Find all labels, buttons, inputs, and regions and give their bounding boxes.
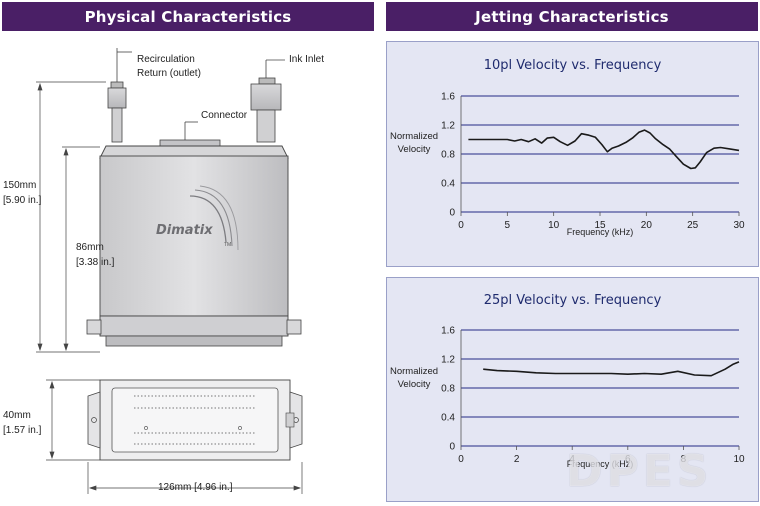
ink-inlet-fitting [250,59,285,143]
dim-150mm-label: 150mm [3,180,37,191]
x-tick-label: 4 [569,454,575,465]
x-axis-label: Frequency (kHz) [567,227,634,237]
dimension-150mm [36,81,106,353]
x-tick-label: 5 [505,220,511,231]
dim-150mm-inch-label: [5.90 in.] [3,195,42,206]
x-tick-label: 10 [733,454,745,465]
y-tick-label: 1.2 [441,355,455,366]
x-tick-label: 20 [641,220,653,231]
connector-label: Connector [201,110,248,121]
velocity-series-line [483,361,740,377]
jetting-characteristics-header: Jetting Characteristics [386,2,758,31]
chart-title-25pl: 25pl Velocity vs. Frequency [483,293,662,308]
chart-panel-10pl: 10pl Velocity vs. Frequency Normalized V… [386,41,759,267]
x-tick-label: 10 [548,220,560,231]
printhead-drawing: Dimatix TM [36,48,303,494]
svg-text:TM: TM [224,242,231,248]
dimension-86mm [62,146,100,352]
x-tick-label: 6 [625,454,631,465]
dim-86mm-label: 86mm [76,242,104,253]
x-tick-label: 0 [458,454,464,465]
printhead-body [99,155,289,317]
y-tick-label: 0.4 [441,413,455,424]
x-tick-label: 2 [514,454,520,465]
dim-126mm-label: 126mm [4.96 in.] [158,482,233,493]
dimension-126mm [87,462,303,494]
y-tick-label: 1.6 [441,326,455,337]
chart-panel-25pl: 25pl Velocity vs. Frequency Normalized V… [386,277,759,502]
x-axis-label: Frequency (kHz) [567,459,634,469]
y-tick-label: 0 [449,208,455,219]
x-tick-label: 0 [458,220,464,231]
chart-title-10pl: 10pl Velocity vs. Frequency [483,58,662,73]
dimatix-logo: Dimatix TM [156,185,239,251]
y-tick-label: 0 [449,442,455,453]
watermark: DPES [566,446,713,497]
y-tick-label: 0.8 [441,150,455,161]
printhead-bottom-view [87,379,303,461]
chart-25pl: 0 0.4 0.8 1.2 1.6 0 2 4 6 8 10 Frequency (kHz) [441,326,745,470]
y-tick-label: 0.8 [441,384,455,395]
dim-86mm-inch-label: [3.38 in.] [76,257,115,268]
velocity-series-line [468,129,740,170]
dim-40mm-label: 40mm [3,410,31,421]
recirculation-label: Recirculation [137,54,195,65]
svg-text:Dimatix: Dimatix [156,223,213,238]
chart-ylabel-10pl: Normalized Velocity [389,131,439,155]
recirculation-return-label: Return (outlet) [137,68,201,79]
dimension-40mm [46,379,100,461]
y-tick-label: 1.2 [441,121,455,132]
physical-characteristics-header: Physical Characteristics [2,2,374,31]
y-tick-label: 0.4 [441,179,455,190]
chart-10pl: 0 0.4 0.8 1.2 1.6 0 5 10 15 20 25 30 Frequency (kHz) [441,92,745,238]
dim-40mm-inch-label: [1.57 in.] [3,425,42,436]
ink-inlet-label: Ink Inlet [289,54,325,65]
x-tick-label: 8 [681,454,687,465]
x-tick-label: 25 [687,220,699,231]
recirculation-fitting [107,48,132,143]
y-tick-label: 1.6 [441,92,455,103]
x-tick-label: 15 [594,220,606,231]
printhead-bottom-flange [99,315,289,337]
chart-ylabel-25pl: Normalized Velocity [389,366,439,390]
x-tick-label: 30 [733,220,745,231]
